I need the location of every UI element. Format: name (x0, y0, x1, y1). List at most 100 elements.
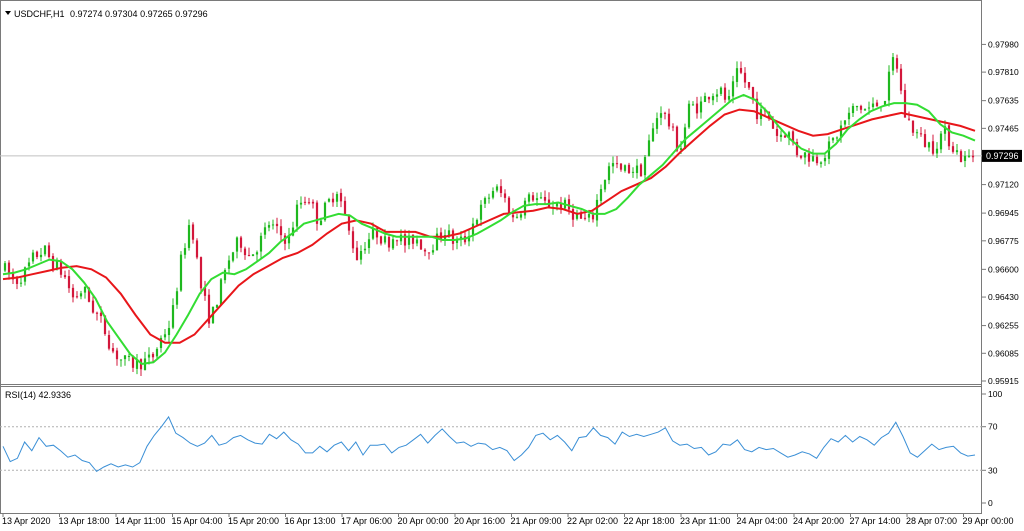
candle-body (679, 148, 683, 150)
candle-body (335, 194, 339, 202)
y-tick-label: 0.97810 (988, 67, 1019, 77)
candle-body (935, 148, 939, 154)
x-tick-label: 15 Apr 20:00 (228, 516, 279, 526)
candle-body (771, 118, 775, 129)
candle-body (651, 128, 655, 142)
candle-body (311, 201, 315, 204)
candle-body (55, 261, 59, 270)
candle-body (395, 240, 399, 242)
candle-body (327, 198, 331, 202)
candle-body (23, 267, 27, 282)
x-tick-label: 20 Apr 16:00 (454, 516, 505, 526)
candle-body (899, 68, 903, 91)
candle-body (943, 126, 947, 134)
candle-body (519, 214, 523, 218)
candle-body (19, 282, 23, 284)
candle-body (531, 195, 535, 201)
candle-body (315, 202, 319, 224)
candle-body (47, 245, 51, 257)
candle-body (787, 132, 791, 139)
candle-body (295, 204, 299, 227)
x-tick-label: 20 Apr 00:00 (398, 516, 449, 526)
candle-body (299, 202, 303, 205)
candle-body (495, 186, 499, 191)
candle-body (455, 239, 459, 243)
x-tick-label: 14 Apr 11:00 (115, 516, 165, 526)
candle-body (675, 126, 679, 151)
x-tick-label: 29 Apr 00:00 (963, 516, 1014, 526)
candle-body (555, 203, 559, 207)
y-tick-label: 0.97465 (988, 123, 1019, 133)
candle-body (399, 234, 403, 242)
candle-body (231, 252, 235, 261)
candle-body (615, 163, 619, 165)
candle-body (275, 223, 279, 227)
candle-body (603, 179, 607, 190)
y-axis-rsi: 100 70 30 0 (982, 389, 1002, 508)
x-tick-label: 13 Apr 2020 (2, 516, 51, 526)
candle-body (635, 165, 639, 174)
candle-body (123, 355, 127, 360)
candle-body (127, 355, 131, 357)
candle-body (3, 263, 7, 271)
y-tick-label: 0.95915 (988, 376, 1019, 386)
candle-body (863, 109, 867, 111)
candle-body (303, 201, 307, 203)
candle-body (971, 155, 975, 158)
candle-body (643, 157, 647, 176)
candle-body (739, 68, 743, 73)
x-tick-label: 17 Apr 06:00 (341, 516, 392, 526)
candle-body (867, 107, 871, 109)
candle-body (151, 353, 155, 358)
candle-body (187, 225, 191, 248)
candle-body (239, 237, 243, 248)
candle-body (423, 249, 427, 252)
candle-body (851, 105, 855, 114)
candle-body (251, 254, 255, 257)
candle-body (847, 112, 851, 120)
candle-body (831, 138, 835, 141)
candle-body (503, 193, 507, 198)
candle-body (567, 199, 571, 210)
rsi-tick-label: 30 (988, 465, 998, 475)
candle-body (279, 226, 283, 236)
candle-body (811, 156, 815, 162)
candle-body (7, 262, 11, 275)
rsi-tick-label: 70 (988, 422, 998, 432)
candle-body (911, 120, 915, 133)
candle-body (491, 191, 495, 198)
x-tick-label: 22 Apr 02:00 (567, 516, 618, 526)
candle-body (43, 245, 47, 255)
candle-body (15, 278, 19, 284)
candle-body (559, 202, 563, 209)
x-tick-label: 24 Apr 04:00 (737, 516, 788, 526)
x-tick-label: 13 Apr 18:00 (59, 516, 110, 526)
header-triangle-icon[interactable] (5, 11, 11, 15)
candle-body (103, 315, 107, 334)
candle-body (823, 157, 827, 162)
candle-body (119, 359, 123, 361)
candle-body (67, 276, 71, 289)
candle-body (71, 287, 75, 298)
candle-body (223, 270, 227, 281)
candle-body (359, 251, 363, 260)
candle-body (167, 327, 171, 336)
candle-body (571, 209, 575, 220)
candle-body (379, 236, 383, 244)
candle-body (203, 287, 207, 296)
candle-body (131, 356, 135, 368)
candle-body (795, 141, 799, 156)
current-price-label: 0.97296 (986, 151, 1019, 161)
y-tick-label: 0.97120 (988, 180, 1019, 190)
candle-body (79, 293, 83, 297)
candle-body (859, 105, 863, 110)
candle-body (779, 134, 783, 138)
candle-body (883, 100, 887, 107)
chart-frame (0, 0, 982, 514)
candle-body (687, 103, 691, 128)
candle-body (579, 213, 583, 219)
candle-body (875, 102, 879, 107)
candle-body (815, 156, 819, 164)
candle-body (711, 96, 715, 101)
candle-body (699, 101, 703, 113)
